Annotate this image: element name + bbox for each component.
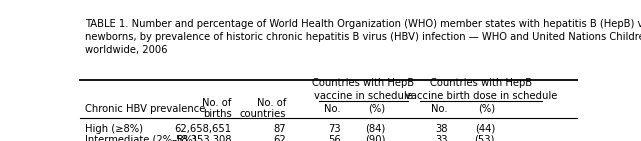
Text: Countries with HepB
vaccine in schedule: Countries with HepB vaccine in schedule: [312, 78, 414, 101]
Text: (%): (%): [478, 104, 495, 114]
Text: Intermediate (2%–8%): Intermediate (2%–8%): [85, 135, 197, 141]
Text: No. of
countries: No. of countries: [240, 98, 287, 119]
Text: 87: 87: [274, 124, 287, 134]
Text: Chronic HBV prevalence: Chronic HBV prevalence: [85, 104, 206, 114]
Text: (%): (%): [369, 104, 386, 114]
Text: 33: 33: [435, 135, 447, 141]
Text: (44): (44): [475, 124, 495, 134]
Text: No.: No.: [431, 104, 447, 114]
Text: 38: 38: [435, 124, 447, 134]
Text: No.: No.: [324, 104, 341, 114]
Text: No. of
births: No. of births: [203, 98, 231, 119]
Text: (53): (53): [474, 135, 495, 141]
Text: High (≥8%): High (≥8%): [85, 124, 143, 134]
Text: 73: 73: [328, 124, 341, 134]
Text: 58,353,308: 58,353,308: [175, 135, 231, 141]
Text: Countries with HepB
vaccine birth dose in schedule: Countries with HepB vaccine birth dose i…: [405, 78, 558, 101]
Text: 56: 56: [328, 135, 341, 141]
Text: (84): (84): [365, 124, 386, 134]
Text: 62,658,651: 62,658,651: [174, 124, 231, 134]
Text: (90): (90): [365, 135, 386, 141]
Text: 62: 62: [274, 135, 287, 141]
Text: TABLE 1. Number and percentage of World Health Organization (WHO) member states : TABLE 1. Number and percentage of World …: [85, 19, 641, 55]
